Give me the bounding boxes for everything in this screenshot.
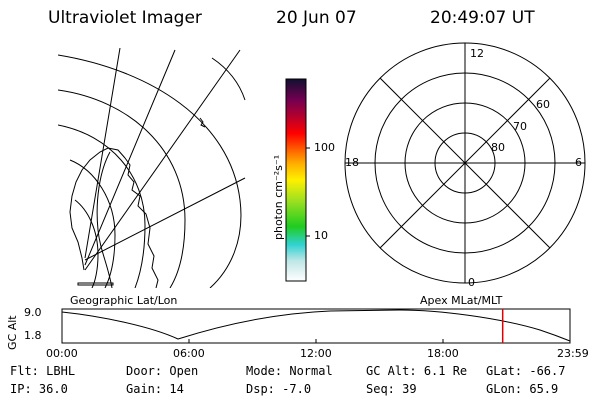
footer-seq: Seq: 39 bbox=[366, 382, 417, 396]
altitude-xticks bbox=[61, 339, 571, 343]
polar-diagonal-2 bbox=[379, 77, 551, 249]
polar-plot-label: Apex MLat/MLT bbox=[420, 294, 503, 307]
map-lon-line-2 bbox=[84, 177, 246, 261]
map-lon-line-1 bbox=[84, 49, 241, 271]
footer-gain-value: 14 bbox=[169, 382, 184, 396]
footer-gc-alt: GC Alt: 6.1 Re bbox=[366, 364, 467, 378]
altitude-ytick-low: 1.8 bbox=[24, 329, 42, 342]
colorbar-tick-100: 100 bbox=[314, 141, 335, 154]
footer-dsp-value: -7.0 bbox=[282, 382, 312, 396]
footer-glat-value: -66.7 bbox=[529, 364, 566, 378]
polar-mlt-18: 18 bbox=[345, 156, 359, 169]
altitude-ytick-high: 9.0 bbox=[24, 306, 42, 319]
footer-ip-value: 36.0 bbox=[38, 382, 68, 396]
footer-dsp-key: Dsp: bbox=[246, 382, 275, 396]
colorbar-unit-label: photon cm⁻²s⁻¹ bbox=[272, 154, 285, 240]
colorbar bbox=[285, 78, 307, 282]
map-frame-bottom bbox=[77, 282, 114, 286]
altitude-curve bbox=[61, 309, 571, 342]
altitude-xtick-4: 23:59 bbox=[557, 347, 589, 360]
map-lon-line-3 bbox=[84, 49, 176, 266]
polar-lat-80: 80 bbox=[491, 141, 505, 154]
map-island bbox=[199, 117, 206, 128]
footer-dsp: Dsp: -7.0 bbox=[246, 382, 311, 396]
polar-mlt-0: 0 bbox=[468, 276, 475, 289]
map-lat-arc-2 bbox=[58, 89, 186, 288]
footer-glat-key: GLat: bbox=[486, 364, 523, 378]
map-coastline bbox=[69, 147, 159, 288]
altitude-xtick-1: 06:00 bbox=[173, 347, 205, 360]
footer-gc-alt-key: GC Alt: bbox=[366, 364, 417, 378]
footer-filter-value: LBHL bbox=[46, 364, 76, 378]
footer-glon: GLon: 65.9 bbox=[486, 382, 558, 396]
geographic-map bbox=[58, 48, 246, 288]
footer-door-key: Door: bbox=[126, 364, 163, 378]
footer-mode-key: Mode: bbox=[246, 364, 283, 378]
map-lat-arc-1 bbox=[58, 54, 242, 288]
map-lat-arc-6 bbox=[211, 57, 246, 101]
footer-seq-value: 39 bbox=[402, 382, 417, 396]
altitude-ylabel: GC Alt bbox=[6, 315, 19, 350]
altitude-xtick-2: 12:00 bbox=[300, 347, 332, 360]
footer-mode: Mode: Normal bbox=[246, 364, 333, 378]
footer-door: Door: Open bbox=[126, 364, 198, 378]
footer-mode-value: Normal bbox=[289, 364, 333, 378]
map-lat-arc-3 bbox=[58, 124, 146, 288]
map-lat-arc-5 bbox=[74, 199, 99, 288]
footer-glat: GLat: -66.7 bbox=[486, 364, 565, 378]
altitude-xtick-3: 18:00 bbox=[427, 347, 459, 360]
footer-ip-key: IP: bbox=[10, 382, 32, 396]
instrument-title: Ultraviolet Imager bbox=[48, 8, 202, 28]
footer-seq-key: Seq: bbox=[366, 382, 395, 396]
polar-mlt-6: 6 bbox=[575, 156, 582, 169]
polar-plot bbox=[344, 42, 586, 284]
footer-gain-key: Gain: bbox=[126, 382, 163, 396]
map-continent-outline bbox=[96, 151, 113, 288]
observation-time: 20:49:07 UT bbox=[430, 8, 535, 28]
polar-lat-70: 70 bbox=[513, 120, 527, 133]
geographic-map-label: Geographic Lat/Lon bbox=[70, 294, 178, 307]
footer-glon-value: 65.9 bbox=[529, 382, 559, 396]
map-lon-line-4 bbox=[84, 48, 121, 259]
footer-filter-key: Flt: bbox=[10, 364, 39, 378]
polar-mlt-12: 12 bbox=[470, 47, 484, 60]
observation-date: 20 Jun 07 bbox=[276, 8, 357, 28]
colorbar-tick-10: 10 bbox=[314, 229, 328, 242]
altitude-plot bbox=[61, 308, 571, 344]
altitude-xtick-0: 00:00 bbox=[46, 347, 78, 360]
footer-gain: Gain: 14 bbox=[126, 382, 184, 396]
footer-filter: Flt: LBHL bbox=[10, 364, 75, 378]
footer-gc-alt-value: 6.1 Re bbox=[423, 364, 468, 378]
footer-ip: IP: 36.0 bbox=[10, 382, 68, 396]
colorbar-ticks bbox=[306, 147, 310, 237]
polar-lat-60: 60 bbox=[536, 98, 550, 111]
footer-door-value: Open bbox=[169, 364, 199, 378]
footer-glon-key: GLon: bbox=[486, 382, 523, 396]
